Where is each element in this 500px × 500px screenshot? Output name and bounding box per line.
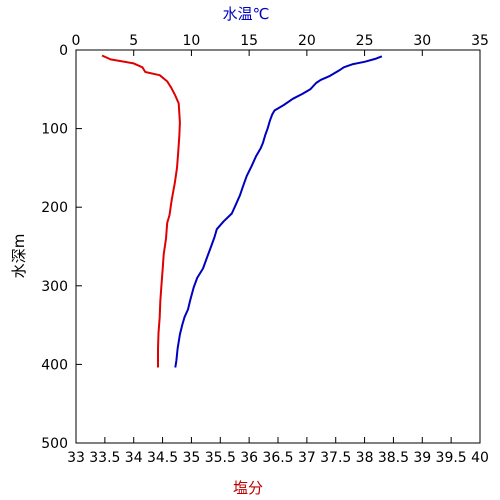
bottom-tick-label: 33.5 <box>89 450 120 466</box>
bottom-tick-label: 37 <box>298 450 316 466</box>
bottom-tick-label: 39.5 <box>436 450 467 466</box>
bottom-tick-label: 34.5 <box>147 450 178 466</box>
left-tick-label: 100 <box>41 122 68 138</box>
bottom-tick-label: 39 <box>413 450 431 466</box>
bottom-tick-label: 38 <box>356 450 374 466</box>
bottom-tick-label: 36 <box>240 450 258 466</box>
left-tick-label: 500 <box>41 436 68 452</box>
left-tick-label: 200 <box>41 200 68 216</box>
bottom-tick-label: 35.5 <box>205 450 236 466</box>
left-tick-label: 400 <box>41 357 68 373</box>
top-tick-label: 10 <box>183 33 201 49</box>
top-tick-label: 0 <box>72 33 81 49</box>
top-tick-label: 30 <box>413 33 431 49</box>
bottom-tick-label: 33 <box>67 450 85 466</box>
top-tick-label: 15 <box>240 33 258 49</box>
top-axis-ticks: 0 5 10 15 20 25 30 35 <box>72 33 489 56</box>
top-tick-label: 35 <box>471 33 489 49</box>
left-tick-label: 300 <box>41 279 68 295</box>
bottom-axis-ticks: 33 33.5 34 34.5 35 35.5 36 36.5 37 37.5 38 38.5 39 39… <box>67 437 489 466</box>
salinity-line <box>101 54 181 368</box>
top-axis-label: 水温℃ <box>223 5 270 23</box>
bottom-axis-label: 塩分 <box>233 479 263 497</box>
bottom-tick-label: 34 <box>125 450 143 466</box>
bottom-tick-label: 38.5 <box>378 450 409 466</box>
bottom-tick-label: 35 <box>183 450 201 466</box>
bottom-tick-label: 37.5 <box>320 450 351 466</box>
top-tick-label: 20 <box>298 33 316 49</box>
left-axis-ticks: 0 100 200 300 400 500 <box>41 43 82 452</box>
bottom-tick-label: 40 <box>471 450 489 466</box>
top-tick-label: 25 <box>356 33 374 49</box>
left-axis-label: 水深m <box>10 234 28 279</box>
series-layer <box>101 54 383 368</box>
temperature-line <box>174 55 383 368</box>
plot-frame <box>75 49 481 444</box>
bottom-tick-label: 36.5 <box>262 450 293 466</box>
left-tick-label: 0 <box>59 43 68 59</box>
top-tick-label: 5 <box>129 33 138 49</box>
